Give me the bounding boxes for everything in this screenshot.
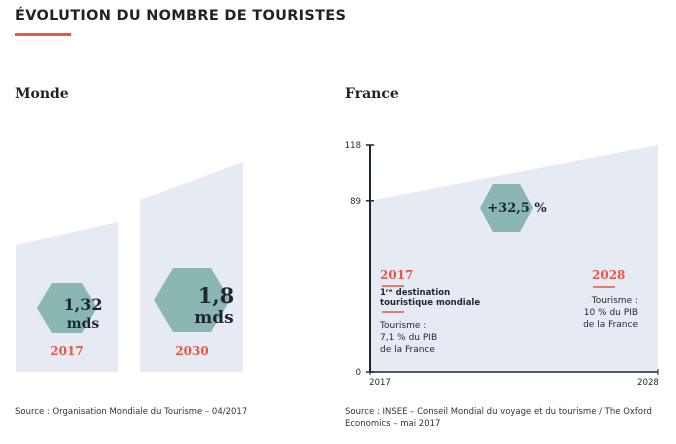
monde-value-2030: 1,8 xyxy=(198,283,235,308)
monde-unit-2017: mds xyxy=(67,316,100,332)
france-growth-badge: +32,5 % xyxy=(487,201,547,216)
france-2017-text-1: Tourisme : xyxy=(379,321,426,331)
france-heading: France xyxy=(345,86,399,102)
monde-value-2017: 1,32 xyxy=(64,295,103,314)
monde-source: Source : Organisation Mondiale du Touris… xyxy=(15,407,248,417)
y-tick-label: 89 xyxy=(350,197,361,207)
monde-hexagon-2030 xyxy=(154,268,230,332)
monde-year-2030: 2030 xyxy=(175,344,208,358)
france-2017-text-3: de la France xyxy=(380,345,435,355)
france-area xyxy=(370,145,658,372)
france-2028-text-1: Tourisme : xyxy=(591,296,638,306)
x-tick-label: 2017 xyxy=(369,378,391,388)
france-year-2017: 2017 xyxy=(380,268,413,282)
y-tick-label: 118 xyxy=(345,141,361,151)
y-tick-label: 0 xyxy=(356,368,361,378)
monde-unit-2030: mds xyxy=(194,308,233,328)
france-2028-text-3: de la France xyxy=(583,320,638,330)
monde-year-2017: 2017 xyxy=(50,344,83,358)
monde-band-2030 xyxy=(140,162,243,372)
title-underline xyxy=(15,33,71,36)
france-source-line-1: Source : INSEE – Conseil Mondial du voya… xyxy=(345,407,652,417)
france-year-2028: 2028 xyxy=(592,268,625,282)
france-2028-text-2: 10 % du PIB xyxy=(584,308,638,318)
france-2017-text-2: 7,1 % du PIB xyxy=(380,333,437,343)
page-title: ÉVOLUTION DU NOMBRE DE TOURISTES xyxy=(15,8,347,24)
france-growth-hexagon xyxy=(480,184,533,232)
x-tick-label: 2028 xyxy=(637,378,659,388)
monde-hexagon-2017 xyxy=(37,283,97,333)
france-source-line-2: Economics – mai 2017 xyxy=(345,419,441,429)
monde-heading: Monde xyxy=(15,86,69,102)
france-2017-headline-1: 1ʳᵉ destination xyxy=(380,288,450,298)
france-2017-headline-2: touristique mondiale xyxy=(380,298,480,308)
